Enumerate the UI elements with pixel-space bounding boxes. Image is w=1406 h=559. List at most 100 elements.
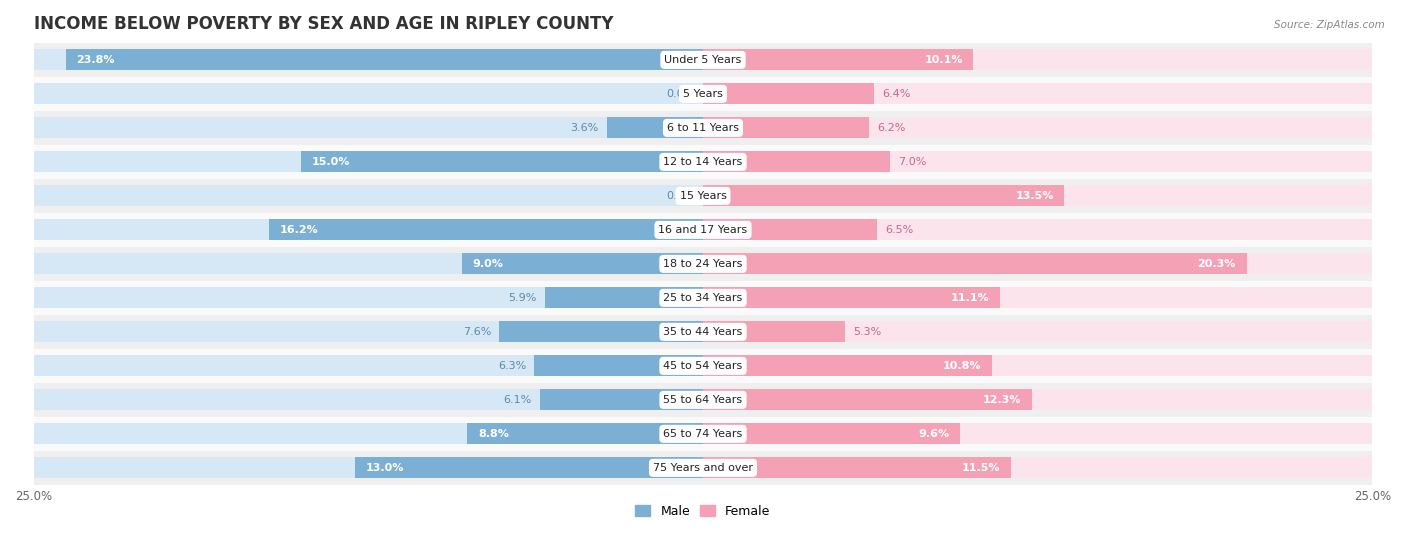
Bar <box>703 83 875 105</box>
Bar <box>703 457 1011 479</box>
Text: 11.1%: 11.1% <box>950 293 990 303</box>
Bar <box>703 423 1372 444</box>
Bar <box>34 83 703 105</box>
Text: 11.5%: 11.5% <box>962 463 1000 473</box>
Text: 7.0%: 7.0% <box>898 157 927 167</box>
Text: 0.0%: 0.0% <box>666 191 695 201</box>
Bar <box>34 186 703 206</box>
Bar <box>703 356 993 376</box>
Bar <box>34 349 1372 383</box>
Text: Under 5 Years: Under 5 Years <box>665 55 741 65</box>
Text: 25 to 34 Years: 25 to 34 Years <box>664 293 742 303</box>
Bar <box>34 43 1372 77</box>
Bar <box>703 457 1372 479</box>
Bar <box>34 287 703 309</box>
Text: 9.6%: 9.6% <box>918 429 949 439</box>
Bar <box>606 117 703 139</box>
Bar <box>703 287 1372 309</box>
Bar <box>703 356 1372 376</box>
Bar <box>34 151 703 172</box>
Bar <box>34 451 1372 485</box>
Bar <box>703 49 973 70</box>
Bar <box>34 281 1372 315</box>
Bar <box>34 111 1372 145</box>
Bar <box>703 49 1372 70</box>
Bar <box>703 151 1372 172</box>
Bar <box>34 213 1372 247</box>
Bar <box>703 219 1372 240</box>
Text: Source: ZipAtlas.com: Source: ZipAtlas.com <box>1274 20 1385 30</box>
Text: INCOME BELOW POVERTY BY SEX AND AGE IN RIPLEY COUNTY: INCOME BELOW POVERTY BY SEX AND AGE IN R… <box>34 15 613 33</box>
Bar <box>34 457 703 479</box>
Text: 7.6%: 7.6% <box>463 327 492 337</box>
Text: 9.0%: 9.0% <box>472 259 503 269</box>
Text: 16 and 17 Years: 16 and 17 Years <box>658 225 748 235</box>
Text: 15 Years: 15 Years <box>679 191 727 201</box>
Bar <box>703 389 1372 410</box>
Text: 5 Years: 5 Years <box>683 89 723 99</box>
Text: 10.1%: 10.1% <box>924 55 963 65</box>
Text: 15.0%: 15.0% <box>312 157 350 167</box>
Bar <box>34 356 703 376</box>
Bar <box>703 253 1372 274</box>
Bar <box>703 423 960 444</box>
Bar <box>34 253 703 274</box>
Bar <box>703 219 877 240</box>
Legend: Male, Female: Male, Female <box>630 500 776 523</box>
Bar <box>534 356 703 376</box>
Bar <box>301 151 703 172</box>
Text: 6.2%: 6.2% <box>877 123 905 133</box>
Text: 16.2%: 16.2% <box>280 225 319 235</box>
Text: 65 to 74 Years: 65 to 74 Years <box>664 429 742 439</box>
Text: 18 to 24 Years: 18 to 24 Years <box>664 259 742 269</box>
Bar <box>703 151 890 172</box>
Bar <box>34 315 1372 349</box>
Text: 12.3%: 12.3% <box>983 395 1022 405</box>
Text: 45 to 54 Years: 45 to 54 Years <box>664 361 742 371</box>
Text: 13.5%: 13.5% <box>1015 191 1053 201</box>
Text: 6.4%: 6.4% <box>883 89 911 99</box>
Bar <box>499 321 703 343</box>
Bar <box>546 287 703 309</box>
Bar <box>703 186 1064 206</box>
Text: 5.3%: 5.3% <box>853 327 882 337</box>
Text: 8.8%: 8.8% <box>478 429 509 439</box>
Text: 6.5%: 6.5% <box>886 225 914 235</box>
Bar <box>463 253 703 274</box>
Bar <box>66 49 703 70</box>
Bar <box>354 457 703 479</box>
Text: 3.6%: 3.6% <box>571 123 599 133</box>
Bar <box>34 77 1372 111</box>
Bar <box>467 423 703 444</box>
Text: 10.8%: 10.8% <box>943 361 981 371</box>
Text: 6.3%: 6.3% <box>498 361 526 371</box>
Bar <box>34 145 1372 179</box>
Bar <box>34 117 703 139</box>
Bar <box>34 389 703 410</box>
Bar <box>703 117 1372 139</box>
Text: 35 to 44 Years: 35 to 44 Years <box>664 327 742 337</box>
Bar <box>703 287 1000 309</box>
Bar <box>703 389 1032 410</box>
Bar <box>703 321 845 343</box>
Bar <box>34 49 703 70</box>
Text: 75 Years and over: 75 Years and over <box>652 463 754 473</box>
Bar <box>34 383 1372 417</box>
Bar <box>34 417 1372 451</box>
Text: 23.8%: 23.8% <box>76 55 115 65</box>
Text: 13.0%: 13.0% <box>366 463 404 473</box>
Bar <box>540 389 703 410</box>
Bar <box>703 253 1247 274</box>
Text: 55 to 64 Years: 55 to 64 Years <box>664 395 742 405</box>
Bar <box>34 219 703 240</box>
Text: 12 to 14 Years: 12 to 14 Years <box>664 157 742 167</box>
Bar <box>703 83 1372 105</box>
Text: 6 to 11 Years: 6 to 11 Years <box>666 123 740 133</box>
Bar <box>703 117 869 139</box>
Bar <box>269 219 703 240</box>
Text: 0.0%: 0.0% <box>666 89 695 99</box>
Bar <box>34 179 1372 213</box>
Text: 6.1%: 6.1% <box>503 395 531 405</box>
Bar <box>34 247 1372 281</box>
Text: 20.3%: 20.3% <box>1198 259 1236 269</box>
